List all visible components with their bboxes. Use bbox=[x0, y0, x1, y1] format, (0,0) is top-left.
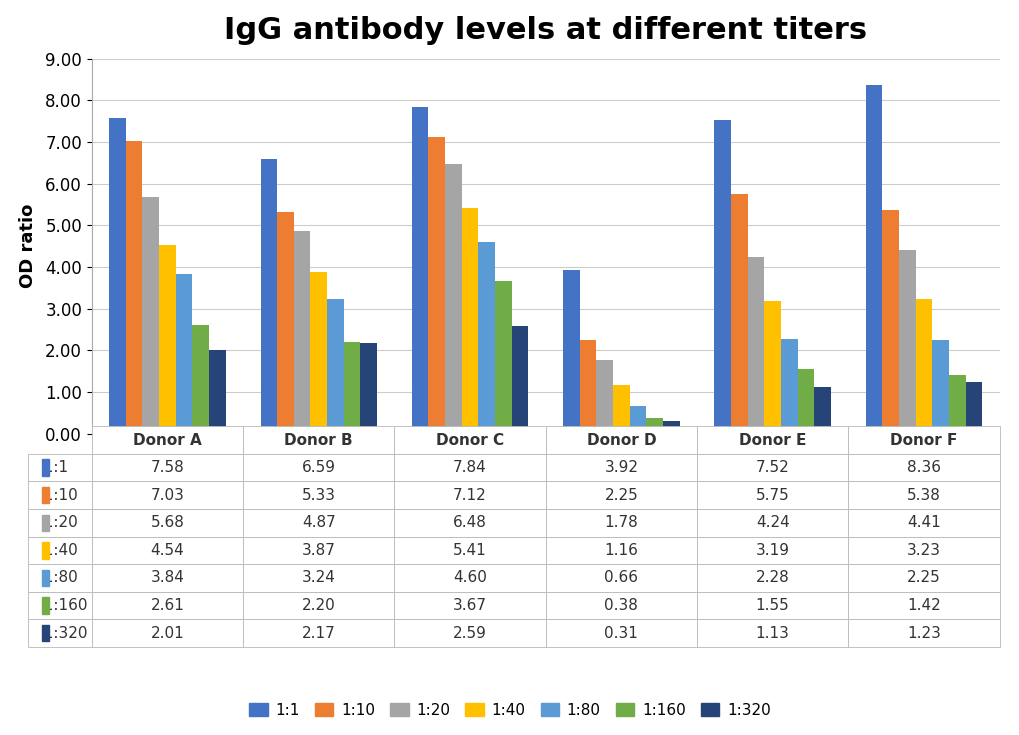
Bar bbox=[209, 350, 225, 434]
Bar bbox=[562, 270, 579, 434]
Bar bbox=[444, 164, 462, 434]
Bar bbox=[159, 245, 175, 434]
Bar bbox=[931, 340, 948, 434]
Bar bbox=[915, 299, 931, 434]
Bar bbox=[293, 231, 310, 434]
Bar bbox=[797, 369, 813, 434]
Bar bbox=[109, 118, 125, 434]
Bar bbox=[629, 406, 646, 434]
Bar bbox=[813, 387, 830, 434]
Bar bbox=[731, 194, 747, 434]
Bar bbox=[462, 208, 478, 434]
Bar bbox=[865, 85, 881, 434]
Bar bbox=[898, 250, 915, 434]
Bar bbox=[343, 342, 360, 434]
Bar bbox=[763, 301, 781, 434]
Bar bbox=[948, 375, 965, 434]
Bar bbox=[360, 343, 377, 434]
Bar bbox=[277, 212, 293, 434]
Bar bbox=[478, 242, 494, 434]
Bar bbox=[662, 420, 679, 434]
Bar bbox=[175, 273, 193, 434]
Bar bbox=[193, 325, 209, 434]
Bar bbox=[125, 141, 143, 434]
Title: IgG antibody levels at different titers: IgG antibody levels at different titers bbox=[224, 16, 866, 46]
Bar bbox=[310, 273, 327, 434]
Bar bbox=[713, 121, 731, 434]
Bar bbox=[494, 281, 512, 434]
Bar bbox=[260, 159, 277, 434]
Bar bbox=[881, 209, 898, 434]
Bar bbox=[612, 385, 629, 434]
Bar bbox=[747, 257, 763, 434]
Y-axis label: OD ratio: OD ratio bbox=[18, 204, 37, 288]
Bar bbox=[781, 339, 797, 434]
Bar bbox=[579, 340, 596, 434]
Bar bbox=[143, 197, 159, 434]
Bar bbox=[327, 298, 343, 434]
Legend: 1:1, 1:10, 1:20, 1:40, 1:80, 1:160, 1:320: 1:1, 1:10, 1:20, 1:40, 1:80, 1:160, 1:32… bbox=[243, 697, 776, 724]
Bar bbox=[412, 107, 428, 434]
Bar bbox=[596, 359, 612, 434]
Bar bbox=[965, 382, 981, 434]
Bar bbox=[646, 417, 662, 434]
Bar bbox=[512, 326, 528, 434]
Bar bbox=[428, 137, 444, 434]
